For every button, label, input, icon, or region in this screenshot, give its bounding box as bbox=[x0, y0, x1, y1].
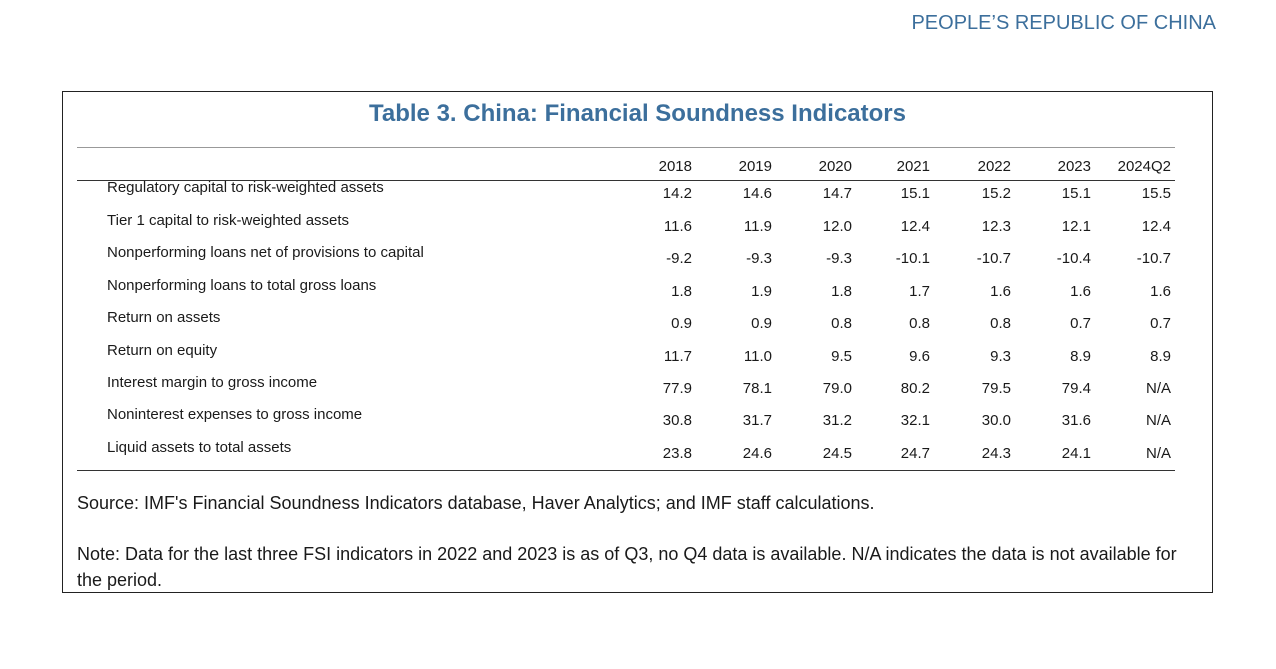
table-cell: 12.3 bbox=[981, 218, 1011, 235]
table-cell: 23.8 bbox=[662, 445, 692, 462]
table-cell: 24.6 bbox=[742, 445, 772, 462]
row-label: Nonperforming loans net of provisions to… bbox=[107, 244, 424, 261]
table-cell: 79.5 bbox=[981, 380, 1011, 397]
table-cell: 12.4 bbox=[900, 218, 930, 235]
table-cell: 12.4 bbox=[1141, 218, 1171, 235]
table-cell: 1.6 bbox=[1070, 283, 1091, 300]
bottom-rule bbox=[77, 470, 1175, 471]
table-cell: N/A bbox=[1145, 445, 1171, 462]
running-header: PEOPLE’S REPUBLIC OF CHINA bbox=[911, 12, 1216, 34]
table-title: Table 3. China: Financial Soundness Indi… bbox=[369, 100, 906, 127]
table-cell: N/A bbox=[1145, 380, 1171, 397]
row-label: Interest margin to gross income bbox=[107, 374, 318, 391]
table-cell: 1.9 bbox=[751, 283, 772, 300]
table-cell: 8.9 bbox=[1150, 348, 1171, 365]
table-cell: 1.6 bbox=[990, 283, 1011, 300]
row-label: Liquid assets to total assets bbox=[107, 439, 292, 456]
table-cell: -10.7 bbox=[1136, 250, 1171, 267]
table-cell: -9.3 bbox=[746, 250, 772, 267]
table-cell: 9.5 bbox=[831, 348, 852, 365]
table-cell: 1.8 bbox=[671, 283, 692, 300]
table-cell: 12.0 bbox=[822, 218, 852, 235]
table-cell: 24.5 bbox=[822, 445, 852, 462]
table-cell: 80.2 bbox=[900, 380, 930, 397]
table-cell: -10.1 bbox=[895, 250, 930, 267]
table-cell: 15.1 bbox=[1061, 185, 1091, 202]
source-note: Source: IMF's Financial Soundness Indica… bbox=[77, 493, 875, 513]
table-cell: 24.1 bbox=[1061, 445, 1091, 462]
table-cell: 14.2 bbox=[662, 185, 692, 202]
table-cell: 8.9 bbox=[1070, 348, 1091, 365]
row-label: Return on equity bbox=[107, 342, 218, 359]
row-label: Nonperforming loans to total gross loans bbox=[107, 277, 377, 294]
note-text: Note: Data for the last three FSI indica… bbox=[77, 544, 1177, 590]
table-cell: 78.1 bbox=[742, 380, 772, 397]
table-cell: 77.9 bbox=[662, 380, 692, 397]
table-cell: 14.6 bbox=[742, 185, 772, 202]
table-cell: 11.6 bbox=[663, 218, 692, 235]
table-cell: N/A bbox=[1145, 412, 1171, 429]
table-cell: 79.0 bbox=[822, 380, 852, 397]
table-cell: 0.9 bbox=[751, 315, 772, 332]
column-header-2021: 2021 bbox=[896, 158, 930, 175]
table-cell: 9.6 bbox=[909, 348, 930, 365]
row-label: Return on assets bbox=[107, 309, 221, 326]
table-cell: 0.7 bbox=[1150, 315, 1171, 332]
table-cell: 1.6 bbox=[1150, 283, 1171, 300]
table-cell: 9.3 bbox=[990, 348, 1011, 365]
table-box: Table 3. China: Financial Soundness Indi… bbox=[62, 91, 1213, 593]
column-header-2019: 2019 bbox=[738, 158, 772, 175]
column-header-2020: 2020 bbox=[818, 158, 852, 175]
table-cell: -9.2 bbox=[666, 250, 692, 267]
table-cell: 15.1 bbox=[900, 185, 930, 202]
table-cell: 12.1 bbox=[1061, 218, 1091, 235]
column-header-2023: 2023 bbox=[1057, 158, 1091, 175]
row-label: Tier 1 capital to risk-weighted assets bbox=[107, 212, 350, 229]
table-cell: -9.3 bbox=[826, 250, 852, 267]
table-cell: 31.2 bbox=[822, 412, 852, 429]
row-label: Noninterest expenses to gross income bbox=[107, 406, 363, 423]
table-cell: 30.8 bbox=[662, 412, 692, 429]
table-cell: 31.6 bbox=[1061, 412, 1091, 429]
table-cell: 31.7 bbox=[742, 412, 772, 429]
table-cell: 11.9 bbox=[743, 218, 772, 235]
top-rule bbox=[77, 147, 1175, 148]
table-cell: -10.4 bbox=[1056, 250, 1091, 267]
table-cell: 24.7 bbox=[900, 445, 930, 462]
column-header-2018: 2018 bbox=[658, 158, 692, 175]
table-cell: 79.4 bbox=[1061, 380, 1091, 397]
table-cell: 0.8 bbox=[990, 315, 1011, 332]
table-cell: 1.8 bbox=[831, 283, 852, 300]
table-cell: 0.8 bbox=[831, 315, 852, 332]
table-cell: 11.7 bbox=[663, 348, 692, 365]
table-cell: 15.2 bbox=[981, 185, 1011, 202]
table-cell: 0.9 bbox=[671, 315, 692, 332]
column-header-2024q2: 2024Q2 bbox=[1117, 158, 1171, 175]
table-cell: 30.0 bbox=[981, 412, 1011, 429]
table-cell: 1.7 bbox=[909, 283, 930, 300]
table-cell: -10.7 bbox=[976, 250, 1011, 267]
table-cell: 15.5 bbox=[1141, 185, 1171, 202]
table-cell: 0.8 bbox=[909, 315, 930, 332]
table-cell: 0.7 bbox=[1070, 315, 1091, 332]
table-cell: 32.1 bbox=[900, 412, 930, 429]
table-cell: 24.3 bbox=[981, 445, 1011, 462]
table-cell: 11.0 bbox=[743, 348, 772, 365]
header-rule bbox=[77, 180, 1175, 181]
column-header-2022: 2022 bbox=[977, 158, 1011, 175]
table-cell: 14.7 bbox=[822, 185, 852, 202]
row-label: Regulatory capital to risk-weighted asse… bbox=[107, 179, 384, 196]
